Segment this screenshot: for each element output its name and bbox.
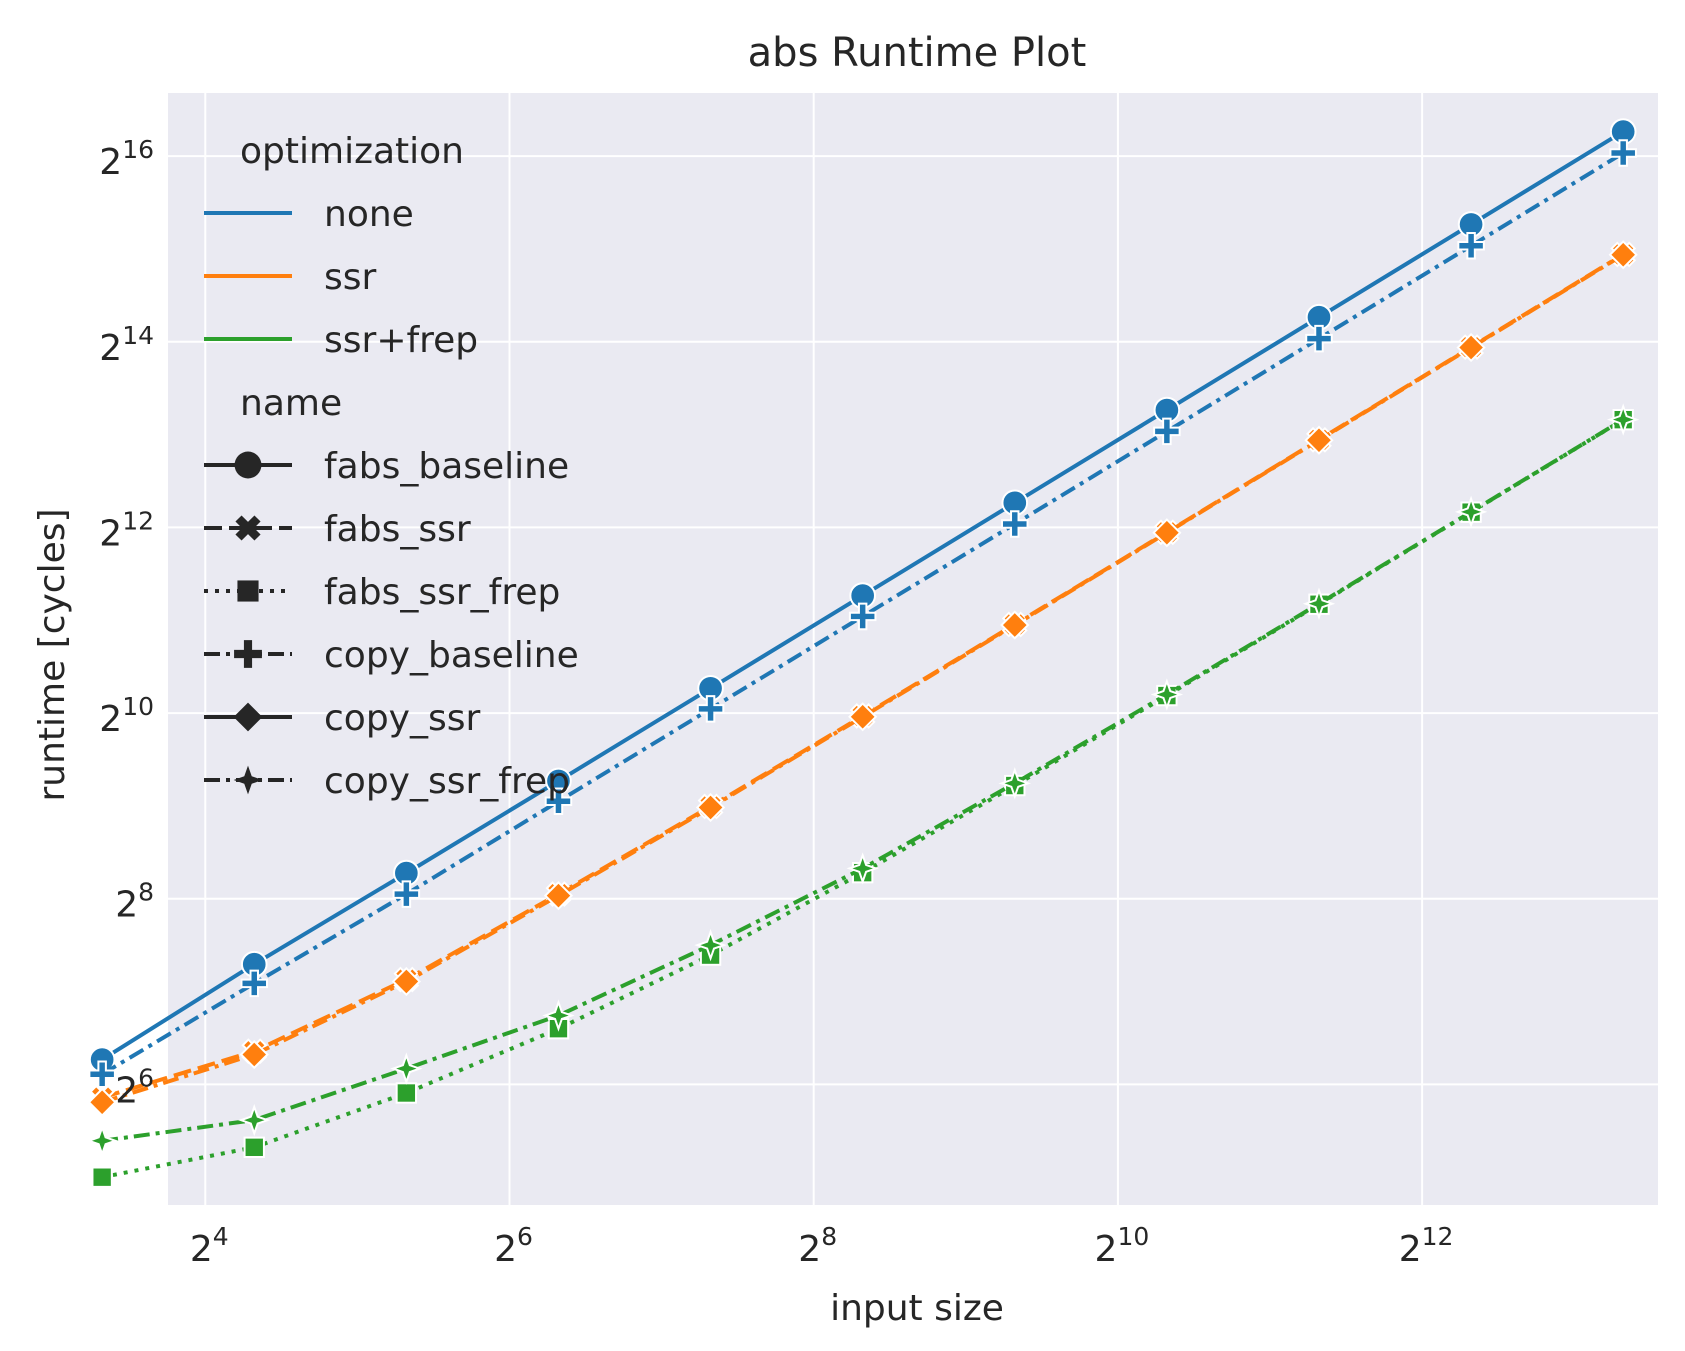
data-point xyxy=(543,881,574,911)
legend-label: none xyxy=(324,194,414,235)
legend-marker xyxy=(237,580,259,602)
data-point xyxy=(87,1087,117,1117)
y-tick-label: 28 xyxy=(115,878,154,926)
y-axis-label: runtime [cycles] xyxy=(32,508,73,801)
x-tick-label: 212 xyxy=(1399,1222,1454,1270)
data-point xyxy=(1150,678,1184,711)
y-tick-label: 26 xyxy=(115,1063,154,1111)
tick-labels: 24 26 28 210 212 26 28 210 212 214 216 xyxy=(99,135,1453,1270)
legend-label: ssr+frep xyxy=(324,320,478,361)
chart-title: abs Runtime Plot xyxy=(748,30,1087,76)
legend-title: name xyxy=(240,383,342,424)
data-point xyxy=(544,787,573,816)
data-point xyxy=(848,602,877,631)
legend-label: copy_baseline xyxy=(324,635,579,676)
x-tick-label: 210 xyxy=(1095,1222,1150,1270)
data-point xyxy=(1609,139,1637,167)
data-point xyxy=(694,928,727,962)
data-point xyxy=(91,1166,113,1188)
x-tick-label: 28 xyxy=(798,1222,837,1270)
data-point xyxy=(1304,425,1334,455)
legend: optimization none ssr ssr+frep name fabs_base… xyxy=(204,131,579,802)
data-point xyxy=(1000,610,1030,640)
plot-area xyxy=(168,93,1658,1205)
legend-label: fabs_ssr xyxy=(324,509,471,550)
data-point xyxy=(1001,510,1029,538)
legend-marker xyxy=(233,702,263,732)
data-point xyxy=(1608,240,1638,270)
data-point xyxy=(1153,417,1181,446)
series-copy-ssr-frep xyxy=(85,403,1640,1158)
data-point xyxy=(695,792,726,823)
data-point xyxy=(846,852,879,885)
legend-label: copy_ssr xyxy=(324,698,480,739)
data-point xyxy=(390,1052,423,1085)
y-tick-label: 212 xyxy=(99,506,154,554)
legend-label: ssr xyxy=(324,257,377,298)
series-layer xyxy=(85,118,1640,1188)
data-point xyxy=(243,1136,265,1158)
x-tick-label: 24 xyxy=(190,1222,229,1270)
y-tick-label: 214 xyxy=(99,321,154,369)
data-point xyxy=(542,999,575,1032)
y-tick-label: 216 xyxy=(99,135,154,183)
legend-marker xyxy=(234,451,262,479)
data-point xyxy=(1454,495,1488,529)
data-point xyxy=(1457,232,1485,260)
data-point xyxy=(85,1124,119,1158)
data-point xyxy=(1152,518,1182,548)
data-point xyxy=(240,969,269,998)
data-point xyxy=(238,1103,271,1137)
x-axis-label: input size xyxy=(830,1288,1004,1329)
data-point xyxy=(1456,332,1486,363)
legend-label: fabs_ssr_frep xyxy=(324,572,560,613)
data-point xyxy=(1606,403,1640,436)
legend-label: copy_ssr_frep xyxy=(324,761,570,802)
x-tick-label: 26 xyxy=(494,1222,533,1270)
data-point xyxy=(391,966,421,997)
legend-label: fabs_baseline xyxy=(324,446,569,487)
legend-title: optimization xyxy=(240,131,464,172)
data-point xyxy=(1302,587,1336,620)
data-point xyxy=(392,880,421,908)
data-point xyxy=(239,1039,269,1070)
data-point xyxy=(395,1082,418,1104)
legend-marker xyxy=(234,640,262,668)
legend-marker xyxy=(235,515,261,541)
data-point xyxy=(696,695,725,723)
data-point xyxy=(998,767,1032,800)
data-point xyxy=(848,702,878,732)
legend-marker xyxy=(233,765,263,795)
y-tick-label: 210 xyxy=(99,692,154,740)
series-copy-baseline xyxy=(88,139,1637,1089)
data-point xyxy=(1305,324,1333,353)
series-copy-ssr xyxy=(87,240,1638,1117)
